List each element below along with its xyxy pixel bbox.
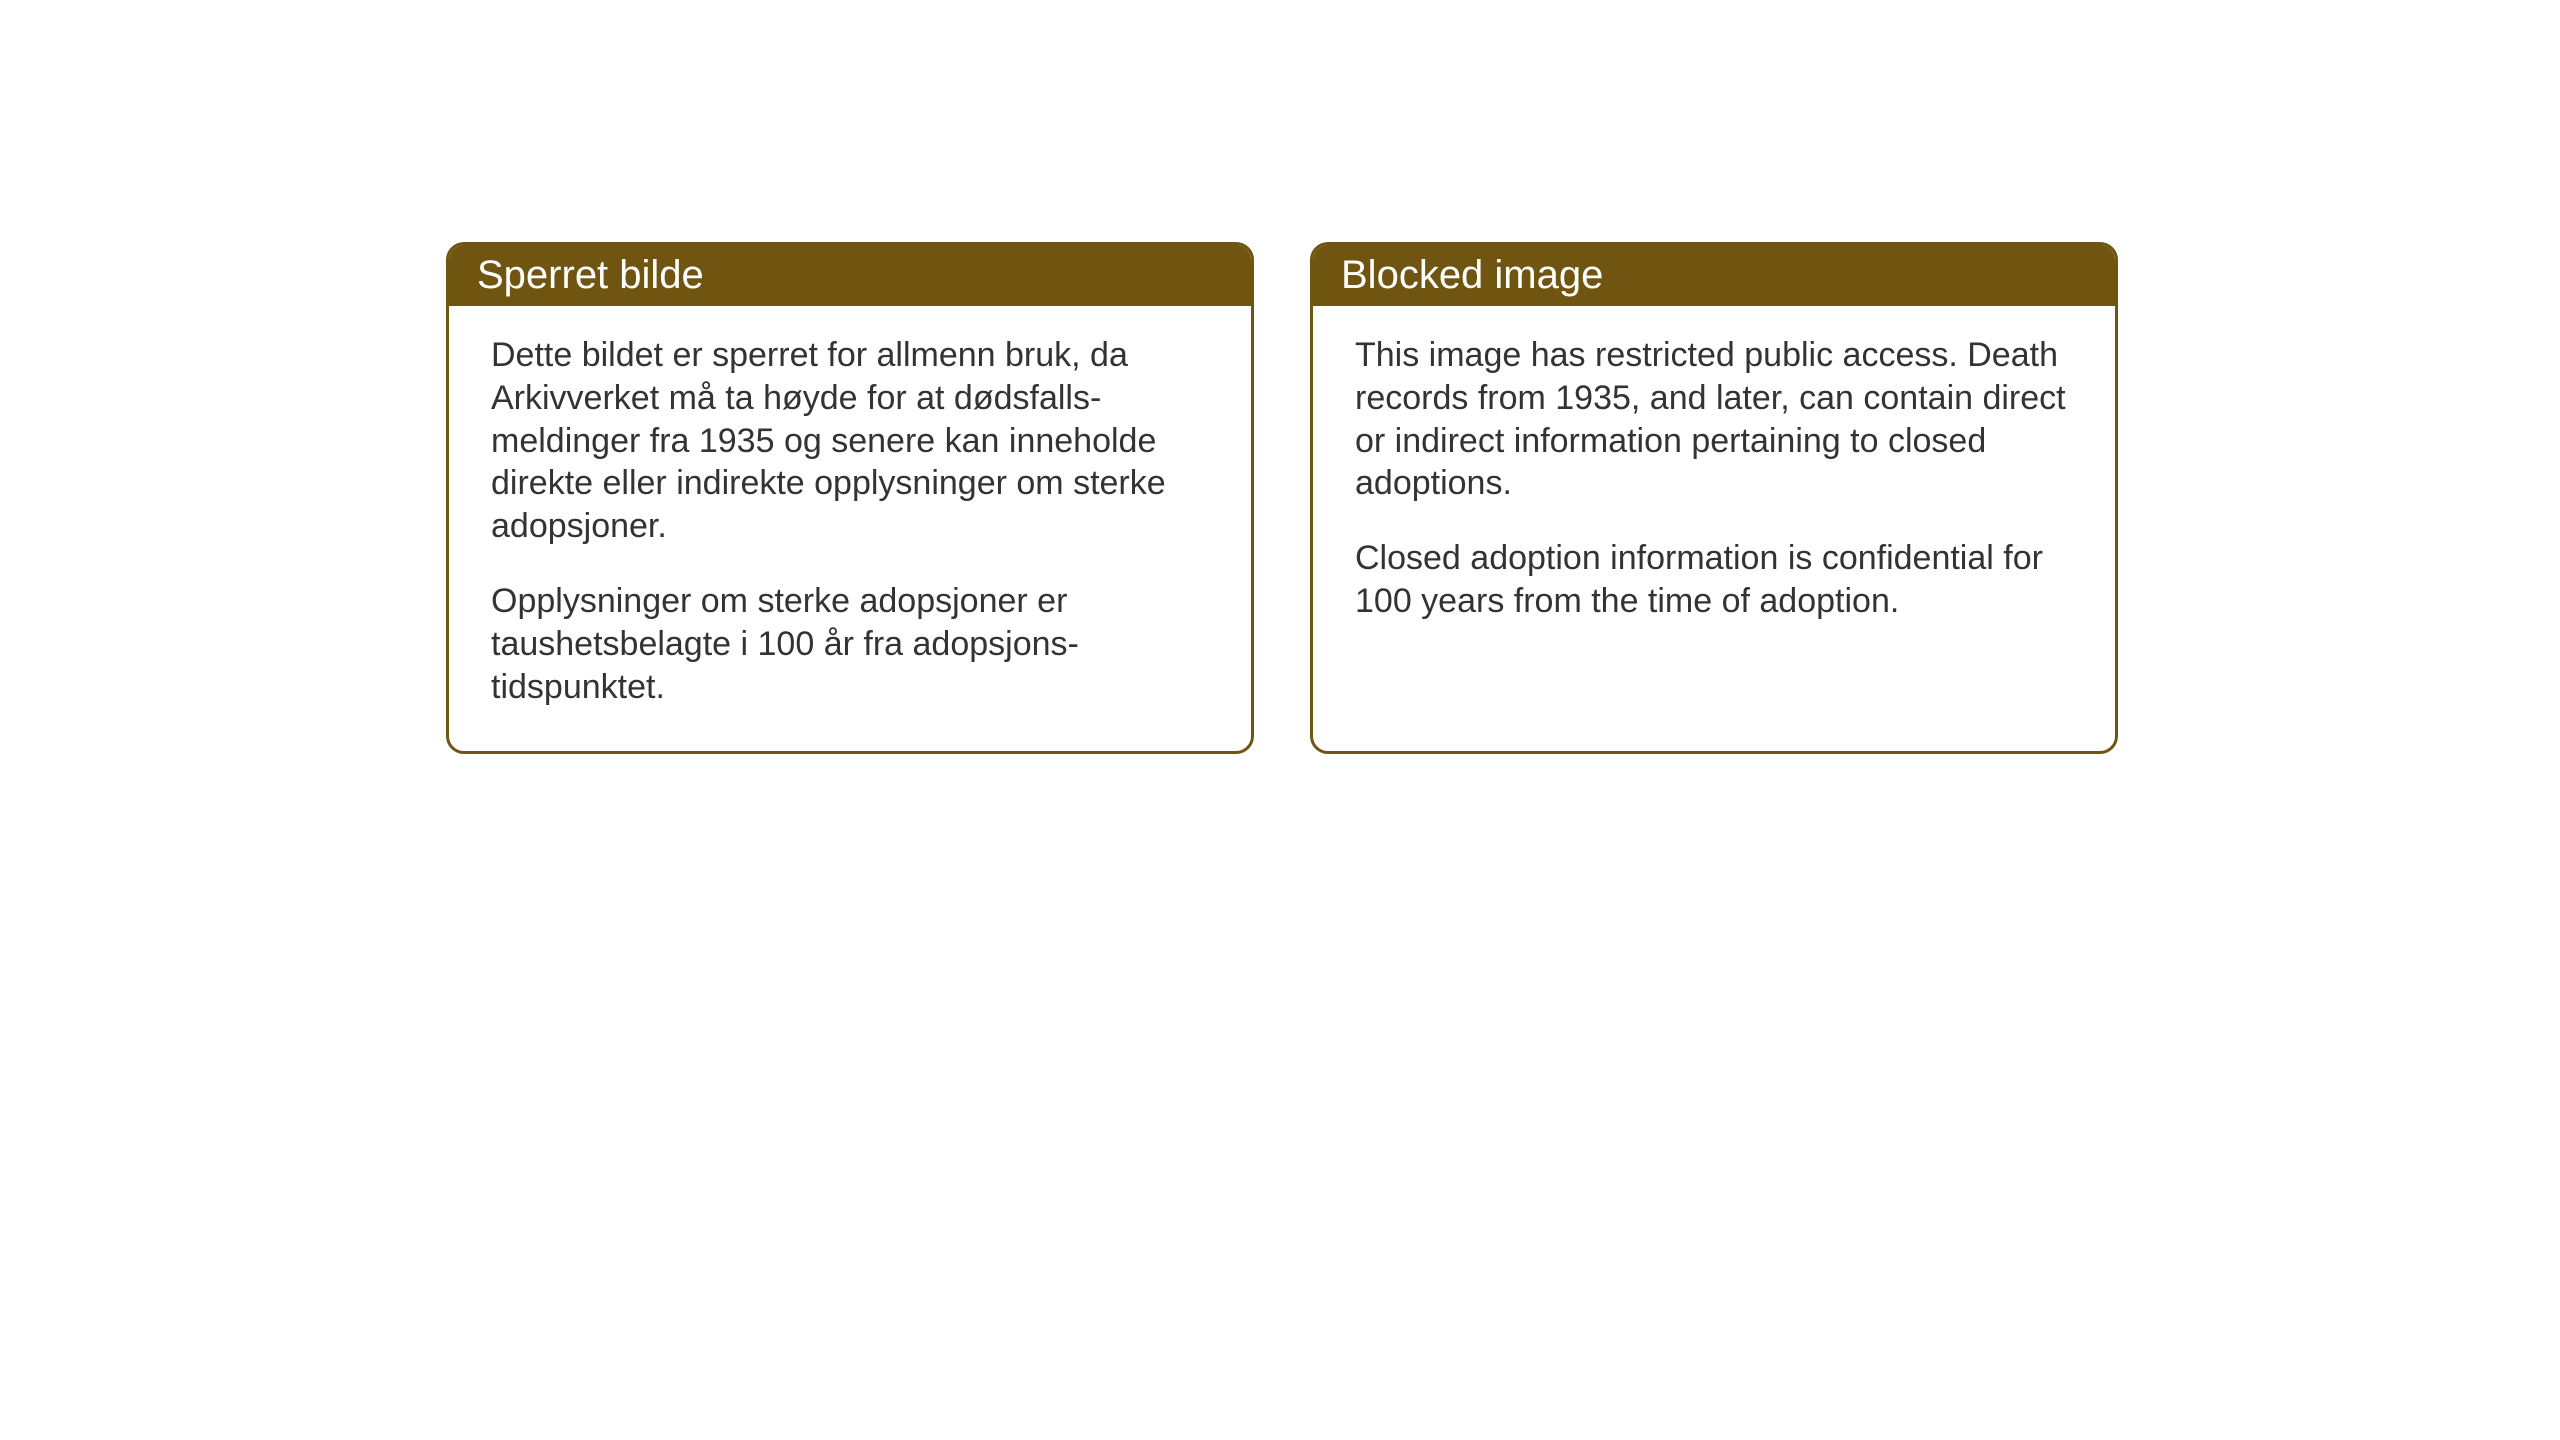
english-paragraph-2: Closed adoption information is confident… xyxy=(1355,537,2073,623)
english-card-body: This image has restricted public access.… xyxy=(1313,306,2115,665)
norwegian-card-body: Dette bildet er sperret for allmenn bruk… xyxy=(449,306,1251,751)
norwegian-card-title: Sperret bilde xyxy=(449,245,1251,306)
norwegian-paragraph-1: Dette bildet er sperret for allmenn bruk… xyxy=(491,334,1209,548)
norwegian-paragraph-2: Opplysninger om sterke adopsjoner er tau… xyxy=(491,580,1209,708)
english-notice-card: Blocked image This image has restricted … xyxy=(1310,242,2118,754)
norwegian-notice-card: Sperret bilde Dette bildet er sperret fo… xyxy=(446,242,1254,754)
notice-container: Sperret bilde Dette bildet er sperret fo… xyxy=(446,242,2118,754)
english-paragraph-1: This image has restricted public access.… xyxy=(1355,334,2073,505)
english-card-title: Blocked image xyxy=(1313,245,2115,306)
